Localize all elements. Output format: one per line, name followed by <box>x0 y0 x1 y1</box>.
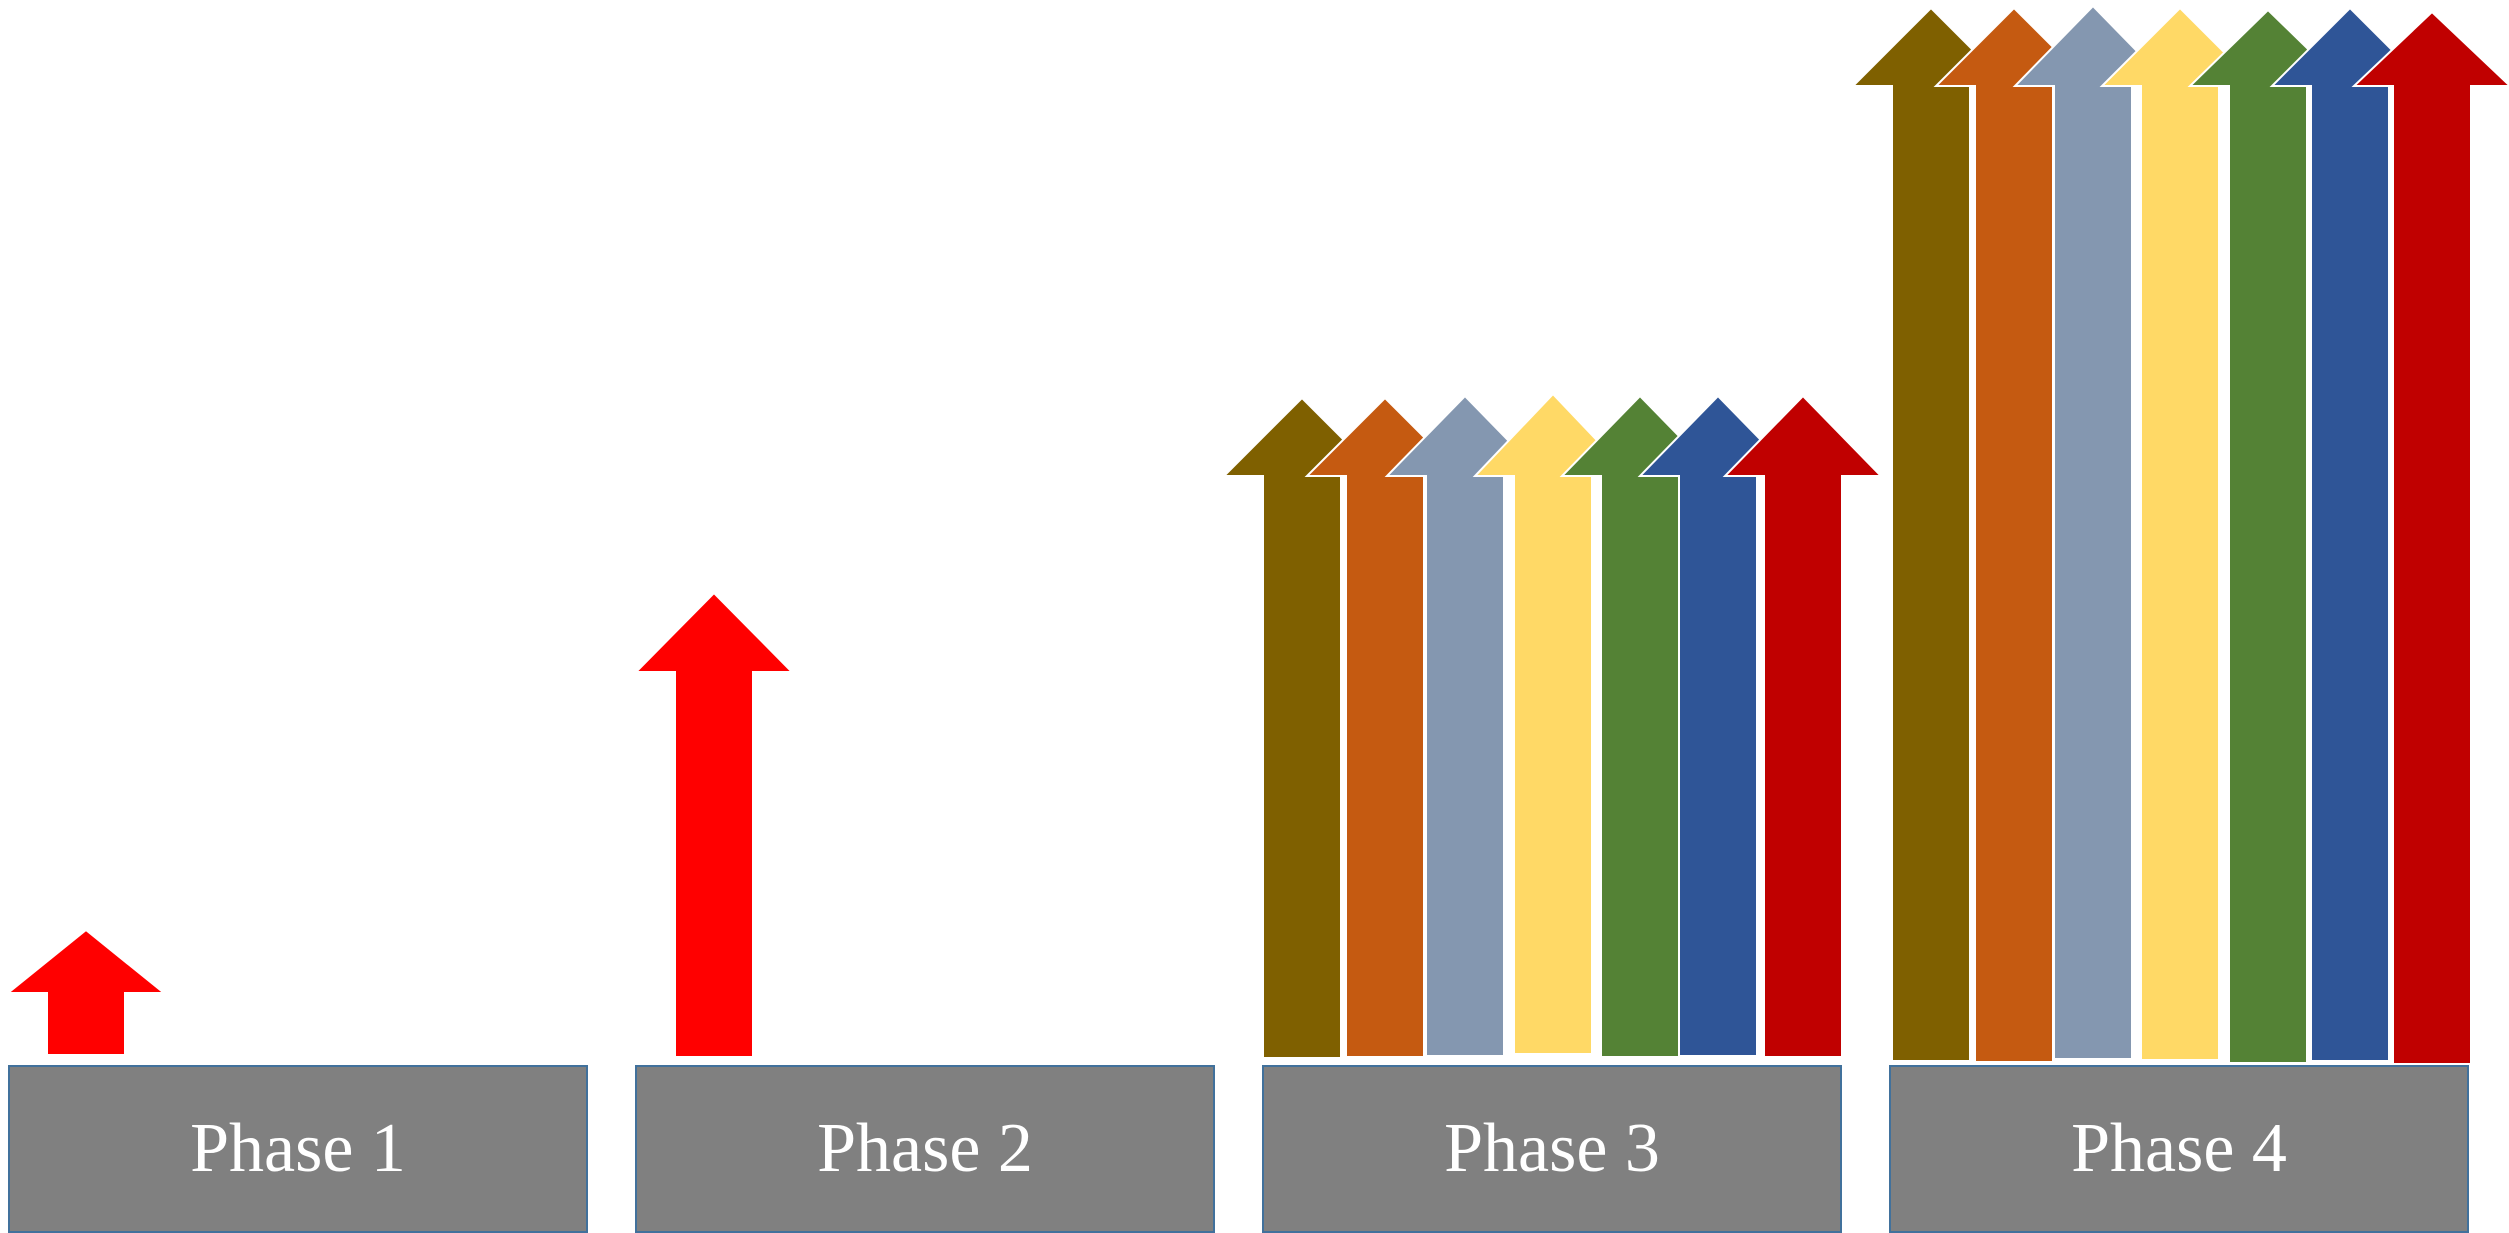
phase-1-arrow <box>5 928 167 1056</box>
phase-4-box: Phase 4 <box>1889 1065 2469 1233</box>
phase-1-label: Phase 1 <box>190 1110 406 1187</box>
phase-2-box: Phase 2 <box>635 1065 1215 1233</box>
phase-3-arrow-7 <box>1722 394 1884 1058</box>
phase-4-label: Phase 4 <box>2071 1110 2287 1187</box>
phase-2-arrow <box>633 591 795 1058</box>
phase-2-label: Phase 2 <box>817 1110 1033 1187</box>
phase-3-box: Phase 3 <box>1262 1065 1842 1233</box>
phase-1-box: Phase 1 <box>8 1065 588 1233</box>
phase-3-label: Phase 3 <box>1444 1110 1660 1187</box>
phase-4-arrow-7 <box>2351 10 2509 1065</box>
